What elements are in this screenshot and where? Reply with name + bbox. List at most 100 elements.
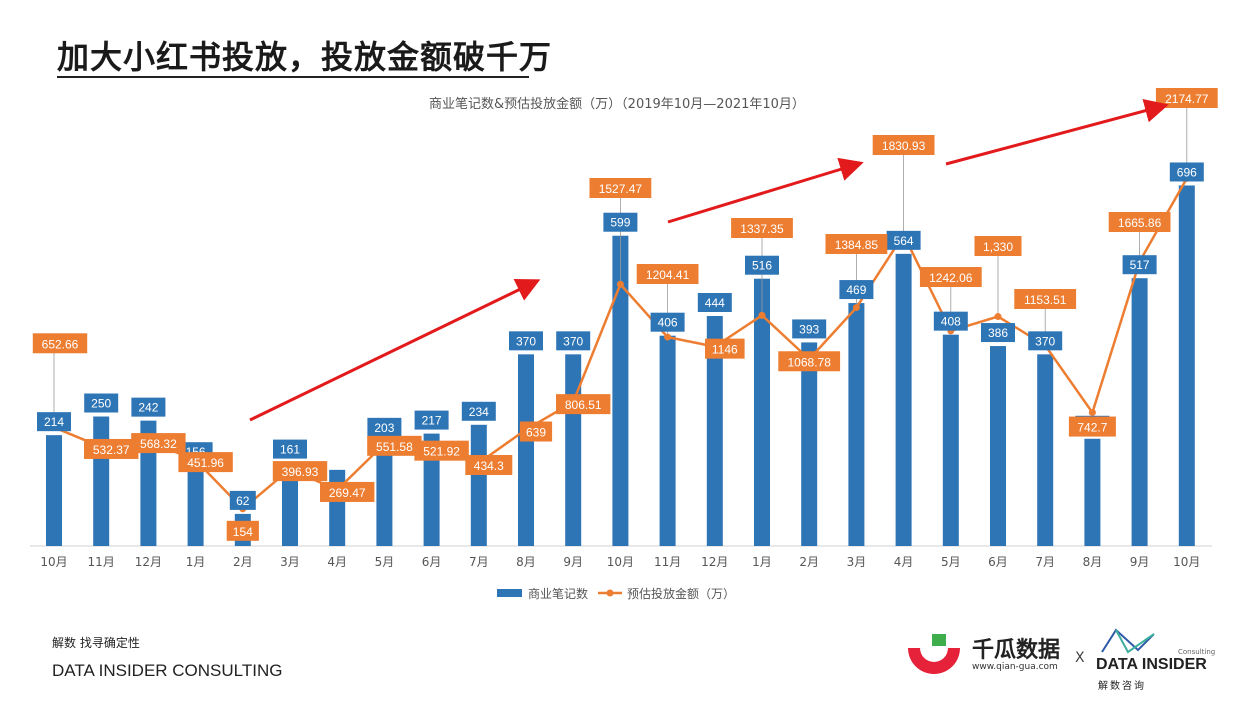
- bar-label-box: [745, 255, 779, 275]
- x-tick-label: 8月: [1083, 555, 1103, 569]
- footer-tagline: 解数 找寻确定性: [52, 636, 140, 650]
- bar: [282, 462, 298, 546]
- line-label-box: [272, 461, 328, 482]
- di-cn: 解数咨询: [1098, 681, 1146, 692]
- bar-value-label: 393: [799, 322, 819, 336]
- line-value-label: 742.7: [1077, 421, 1107, 435]
- qiangua-url: www.qian-gua.com: [972, 662, 1058, 672]
- bar: [470, 424, 487, 546]
- x-tick-label: 6月: [422, 555, 442, 569]
- line-label-box: [1108, 212, 1171, 232]
- line-value-label: 2174.77: [1165, 92, 1209, 106]
- bar-label-box: [933, 311, 968, 331]
- line-label-box: [1068, 416, 1116, 437]
- x-tick-label: 2月: [799, 555, 819, 569]
- line-label-box: [825, 234, 888, 254]
- line-value-label: 434.3: [474, 459, 504, 473]
- bar: [1178, 185, 1195, 547]
- qiangua-logo: 千瓜数据 www.qian-gua.com: [904, 630, 1074, 680]
- bar: [1084, 438, 1101, 546]
- line-value-label: 551.58: [376, 440, 413, 454]
- x-tick-label: 10月: [1173, 555, 1200, 569]
- x-tick-label: 4月: [894, 555, 914, 569]
- line-value-label: 154: [233, 525, 253, 539]
- x-tick-label: 11月: [88, 555, 115, 569]
- logo-separator: X: [1075, 650, 1085, 666]
- bar-label-box: [509, 331, 543, 351]
- line-value-label: 1242.06: [929, 271, 973, 285]
- bar: [1131, 278, 1148, 546]
- bar-value-label: 242: [138, 401, 158, 415]
- x-tick-label: 8月: [516, 555, 536, 569]
- bar-value-label: 214: [44, 415, 64, 429]
- x-tick-label: 1月: [752, 555, 772, 569]
- bar: [518, 354, 534, 546]
- line-value-label: 1337.35: [740, 222, 784, 236]
- bar-label-box: [131, 397, 166, 417]
- bar-label-box: [84, 393, 119, 413]
- x-tick-label: 5月: [375, 555, 395, 569]
- bar-label-box: [603, 212, 638, 232]
- line-value-label: 396.93: [282, 465, 319, 479]
- bar: [801, 342, 818, 546]
- line-value-label: 568.32: [140, 437, 177, 451]
- x-tick-label: 10月: [607, 555, 634, 569]
- x-tick-label: 7月: [1035, 555, 1055, 569]
- x-tick-label: 3月: [847, 555, 867, 569]
- line-value-label: 1153.51: [1024, 293, 1067, 307]
- qiangua-mark-icon: [908, 634, 960, 674]
- line-label-box: [919, 267, 982, 287]
- bar-value-label: 517: [1130, 258, 1150, 272]
- x-tick-label: 9月: [1130, 555, 1150, 569]
- trend-arrow: [945, 99, 1169, 166]
- line-label-box: [556, 394, 611, 415]
- line-label-box: [178, 452, 233, 473]
- bar-label-box: [886, 230, 921, 250]
- bar-label-box: [37, 412, 71, 432]
- line-point: [994, 313, 1002, 321]
- bar: [848, 303, 865, 546]
- line-label-box: [414, 440, 469, 461]
- line-point: [758, 311, 766, 319]
- data-insider-logo: Consulting DATA INSIDER 解数咨询: [1092, 626, 1222, 692]
- line-value-label: 1665.86: [1118, 216, 1162, 230]
- data-insider-mark-icon: [1101, 628, 1155, 654]
- chart: 商业笔记数&预估投放金额（万）（2019年10月—2021年10月） 10月 11月…: [30, 88, 1218, 601]
- bar-value-label: 564: [894, 234, 914, 248]
- x-tick-label: 7月: [469, 555, 489, 569]
- x-tick-label: 3月: [280, 555, 300, 569]
- bar: [93, 416, 110, 546]
- bar-label-box: [461, 401, 496, 421]
- x-tick-label: 1月: [186, 555, 206, 569]
- line-label-box: [465, 454, 513, 475]
- bar: [895, 253, 912, 546]
- line-label-box: [226, 520, 259, 541]
- line-label-box: [778, 351, 841, 372]
- x-tick-label: 10月: [40, 555, 67, 569]
- line-label-box: [705, 338, 745, 359]
- bar-value-label: 62: [236, 494, 250, 508]
- legend-swatch-point: [606, 589, 614, 597]
- bar-label-box: [792, 319, 827, 339]
- line-value-label: 1384.85: [835, 238, 879, 252]
- title-underline: [57, 76, 529, 78]
- line-label-box: [32, 333, 88, 354]
- line-label-box: [1014, 289, 1077, 309]
- bar-value-label: 203: [374, 421, 394, 435]
- bar-label-box: [1028, 331, 1063, 351]
- line-value-label: 521.92: [423, 445, 460, 459]
- bar-value-label: 469: [846, 283, 866, 297]
- line-value-label: 806.51: [565, 398, 602, 412]
- bar-label-box: [697, 293, 732, 313]
- x-tick-label: 5月: [941, 555, 961, 569]
- line-label-box: [636, 264, 699, 284]
- di-consulting: Consulting: [1178, 648, 1216, 656]
- bar-label-box: [1169, 162, 1204, 182]
- bar-label-box: [839, 280, 874, 300]
- line-point: [664, 333, 672, 341]
- line-value-label: 1146: [712, 343, 738, 357]
- bar-label-box: [981, 323, 1015, 343]
- bar-value-label: 406: [658, 316, 678, 330]
- line-value-label: 451.96: [187, 456, 224, 470]
- x-tick-label: 2月: [233, 555, 253, 569]
